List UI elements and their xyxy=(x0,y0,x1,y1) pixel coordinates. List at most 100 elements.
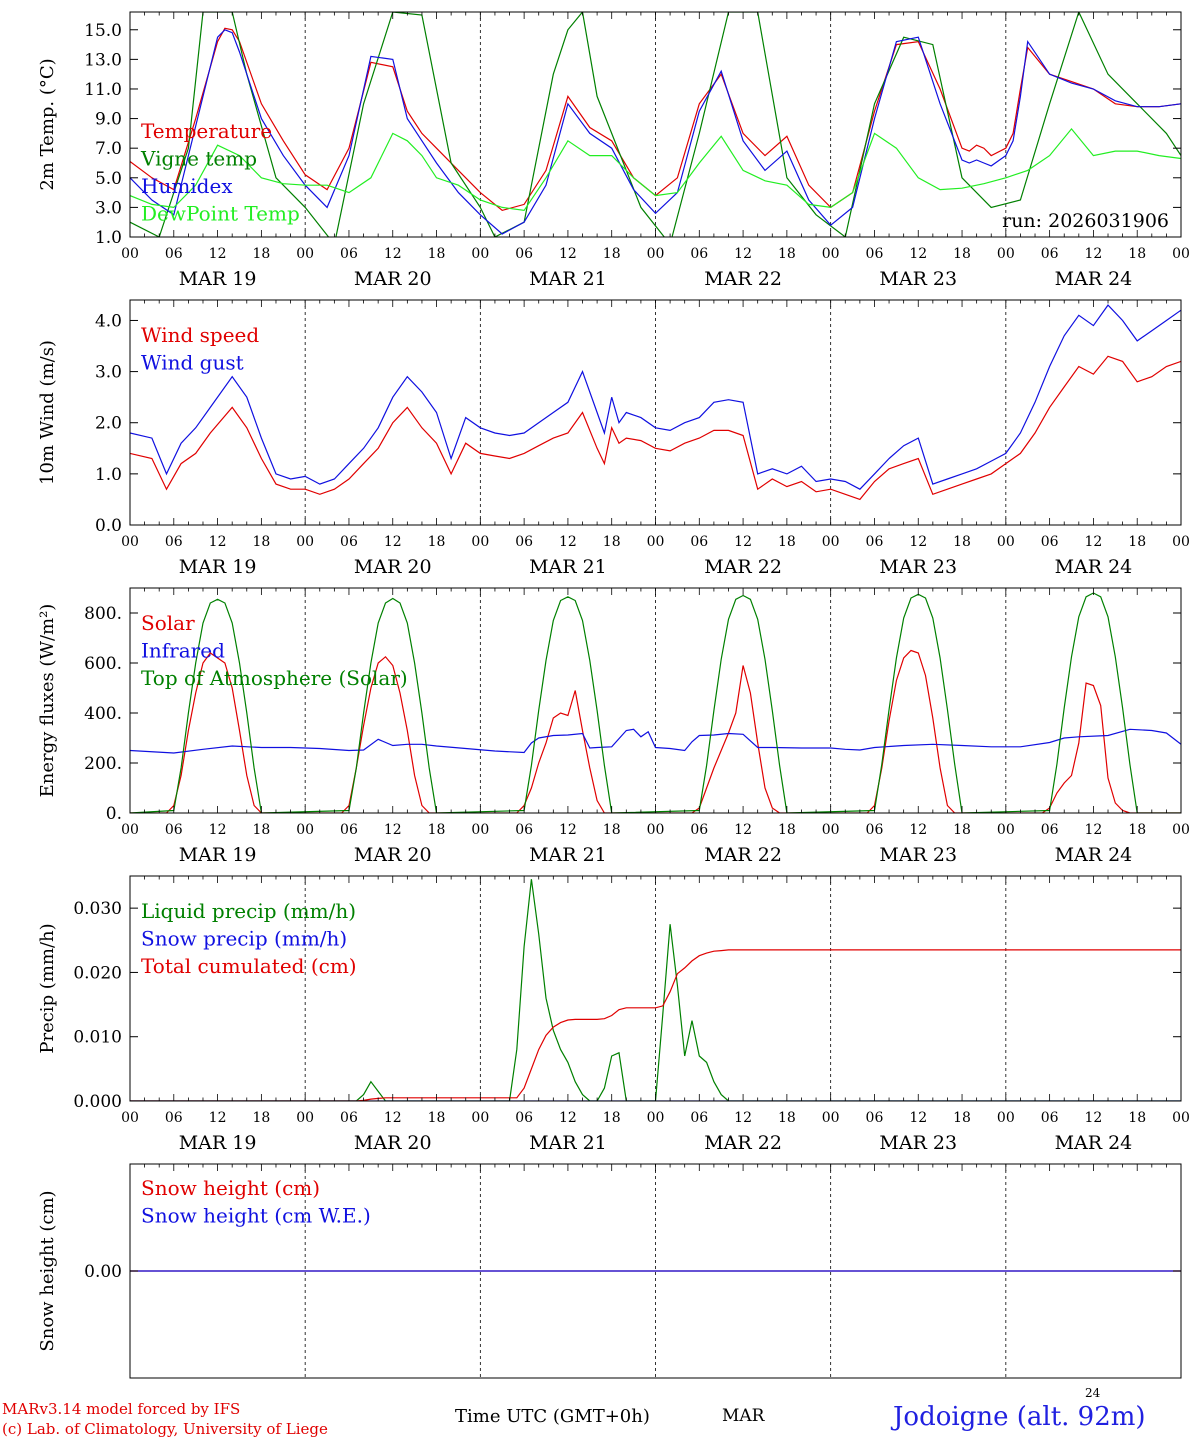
x-tick-label: 06 xyxy=(866,822,884,838)
x-tick-label: 06 xyxy=(690,822,708,838)
x-tick-label: 12 xyxy=(209,1110,227,1126)
x-tick-label: 12 xyxy=(559,246,577,262)
x-tick-label: 00 xyxy=(121,534,139,550)
day-label: MAR 19 xyxy=(179,1132,257,1154)
x-tick-label: 06 xyxy=(340,246,358,262)
x-tick-label: 18 xyxy=(1128,1110,1146,1126)
y-tick-label: 2.0 xyxy=(95,414,122,434)
x-tick-label: 00 xyxy=(296,534,314,550)
x-tick-label: 06 xyxy=(340,1110,358,1126)
x-tick-label: 18 xyxy=(603,822,621,838)
lab-credit: (c) Lab. of Climatology, University of L… xyxy=(2,1420,328,1438)
y-tick-label: 1.0 xyxy=(95,465,122,485)
plot-frame xyxy=(129,587,1182,814)
y-tick-label: 13.0 xyxy=(84,50,122,70)
day-label: MAR 19 xyxy=(179,268,257,290)
day-label: MAR 22 xyxy=(704,844,782,866)
station-name: Jodoigne (alt. 92m) xyxy=(893,1402,1146,1432)
x-tick-label: 00 xyxy=(997,246,1015,262)
x-tick-label: 12 xyxy=(384,246,402,262)
y-tick-label: 400. xyxy=(84,704,122,724)
y-tick-label: 0.030 xyxy=(73,899,122,919)
x-tick-label: 12 xyxy=(209,246,227,262)
x-tick-label: 12 xyxy=(1085,822,1103,838)
x-tick-label: 18 xyxy=(252,1110,270,1126)
x-tick-label: 00 xyxy=(822,534,840,550)
day-label: MAR 19 xyxy=(179,556,257,578)
y-tick-label: 0.000 xyxy=(73,1092,122,1112)
day-label: MAR 24 xyxy=(1055,1132,1133,1154)
x-tick-label: 00 xyxy=(647,1110,665,1126)
x-tick-label: 12 xyxy=(1085,534,1103,550)
x-tick-label: 06 xyxy=(1041,246,1059,262)
x-tick-label: 00 xyxy=(471,534,489,550)
legend-total-cumulated-cm: Total cumulated (cm) xyxy=(141,954,357,978)
x-tick-label: 06 xyxy=(515,534,533,550)
y-tick-label: 5.0 xyxy=(95,169,122,189)
y-axis-label: Energy fluxes (W/m²) xyxy=(37,604,58,798)
x-tick-label: 06 xyxy=(515,1110,533,1126)
day-label: MAR 20 xyxy=(354,268,432,290)
series-group xyxy=(130,12,1181,237)
day-label: MAR 23 xyxy=(879,1132,957,1154)
day-label: MAR 21 xyxy=(529,268,607,290)
x-tick-label: 18 xyxy=(778,1110,796,1126)
series-group xyxy=(130,304,1181,501)
x-tick-label: 18 xyxy=(428,1110,446,1126)
x-tick-label: 18 xyxy=(778,534,796,550)
x-tick-label: 00 xyxy=(997,1110,1015,1126)
x-tick-label: 06 xyxy=(866,246,884,262)
x-tick-label: 18 xyxy=(953,246,971,262)
y-tick-label: 3.0 xyxy=(95,198,122,218)
series-wind-gust xyxy=(130,304,1181,490)
x-tick-label: 18 xyxy=(953,822,971,838)
legend-solar: Solar xyxy=(141,611,195,635)
x-tick-label: 18 xyxy=(1128,246,1146,262)
x-tick-label: 00 xyxy=(1172,246,1190,262)
x-tick-label: 12 xyxy=(559,534,577,550)
x-tick-label: 00 xyxy=(647,822,665,838)
x-tick-label: 18 xyxy=(778,822,796,838)
y-tick-label: 0.0 xyxy=(95,516,122,536)
y-tick-label: 0.020 xyxy=(73,963,122,983)
day-label: MAR 23 xyxy=(879,268,957,290)
x-tick-label: 18 xyxy=(953,534,971,550)
legend-snow-precip-mm-h: Snow precip (mm/h) xyxy=(141,927,347,951)
y-tick-label: 4.0 xyxy=(95,311,122,331)
panel-temp: 1.0 3.0 5.0 7.0 9.0 11.0 13.0 15.0 2m Temp. (°C)… xyxy=(37,11,1190,290)
series-dewpoint-temp xyxy=(130,127,1181,212)
panel-precip: 0.000 0.010 0.020 0.030 Precip (mm/h) 00 06 12 1… xyxy=(37,875,1190,1154)
y-tick-label: 9.0 xyxy=(95,110,122,130)
time-axis-title: Time UTC (GMT+0h) xyxy=(455,1406,650,1427)
x-tick-label: 18 xyxy=(603,534,621,550)
y-axis-label: Snow height (cm) xyxy=(37,1190,58,1351)
y-tick-label: 200. xyxy=(84,754,122,774)
x-tick-label: 12 xyxy=(734,1110,752,1126)
plot-frame xyxy=(129,299,1182,526)
x-tick-label: 18 xyxy=(1128,822,1146,838)
x-tick-label: 06 xyxy=(690,534,708,550)
y-tick-label: 800. xyxy=(84,604,122,624)
legend-snow-height-cm-w-e: Snow height (cm W.E.) xyxy=(141,1204,371,1228)
y-tick-label: 7.0 xyxy=(95,139,122,159)
x-tick-label: 00 xyxy=(296,822,314,838)
legend-wind-speed: Wind speed xyxy=(141,323,259,347)
legend-infrared: Infrared xyxy=(141,639,225,663)
day-label: MAR 21 xyxy=(529,556,607,578)
day-label: MAR 21 xyxy=(529,1132,607,1154)
x-tick-label: 06 xyxy=(515,246,533,262)
panel-snow: 0.00 Snow height (cm) Snow height (cm) Snow… xyxy=(37,1163,1182,1379)
x-tick-label: 00 xyxy=(1172,534,1190,550)
series-liquid-precip-mm-h xyxy=(130,879,1181,1101)
day-label: MAR 22 xyxy=(704,556,782,578)
day-label: MAR 22 xyxy=(704,268,782,290)
day-label: MAR 20 xyxy=(354,556,432,578)
series-group xyxy=(130,879,1181,1101)
x-tick-label: 18 xyxy=(428,822,446,838)
legend-dewpoint-temp: DewPoint Temp xyxy=(141,202,300,226)
x-tick-label: 12 xyxy=(1085,246,1103,262)
x-tick-label: 00 xyxy=(647,246,665,262)
y-tick-label: 0. xyxy=(106,804,122,824)
x-tick-label: 18 xyxy=(252,246,270,262)
